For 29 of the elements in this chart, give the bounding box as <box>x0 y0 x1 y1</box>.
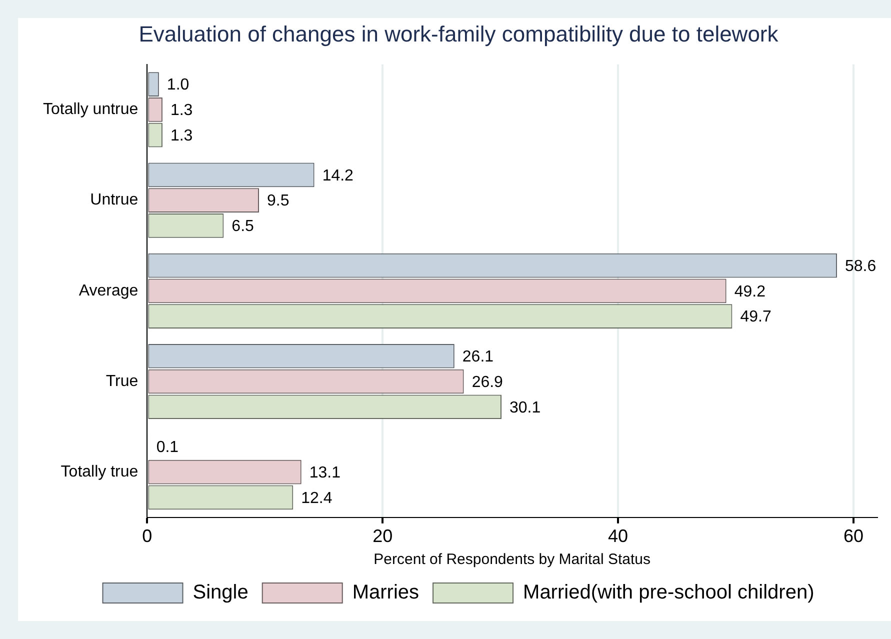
data-label: 49.2 <box>734 283 766 300</box>
data-label: 9.5 <box>266 192 290 210</box>
data-label: 14.2 <box>322 167 354 184</box>
legend-label: Marries <box>352 582 420 604</box>
x-axis-title: Percent of Respondents by Marital Status <box>374 551 650 568</box>
x-tick-label: 0 <box>142 526 152 546</box>
y-tick-label: True <box>106 372 138 390</box>
y-tick-label: Average <box>78 282 138 300</box>
data-label: 1.0 <box>166 76 190 94</box>
x-tick-label: 20 <box>372 526 393 546</box>
data-label: 49.7 <box>740 308 772 326</box>
data-label: 1.3 <box>170 102 193 120</box>
y-tick-label: Totally untrue <box>42 101 138 118</box>
data-label: 26.1 <box>462 348 494 366</box>
data-label: 1.3 <box>170 127 193 144</box>
data-label: 12.4 <box>301 490 332 507</box>
x-tick-label: 60 <box>843 526 864 546</box>
data-label: 58.6 <box>844 258 876 275</box>
data-label: 26.9 <box>472 374 504 391</box>
chart-title: Evaluation of changes in work-family compatibility due to telework <box>138 21 780 46</box>
data-label: 30.1 <box>509 399 541 416</box>
data-label: 6.5 <box>232 218 254 236</box>
x-tick-label: 40 <box>608 526 628 546</box>
legend-label: Single <box>192 582 248 604</box>
y-tick-label: Untrue <box>90 192 138 209</box>
data-label: 13.1 <box>309 464 341 482</box>
data-label: 0.1 <box>156 439 179 456</box>
legend-label: Married(with pre-school children) <box>523 582 814 604</box>
y-tick-label: Totally true <box>60 464 138 481</box>
